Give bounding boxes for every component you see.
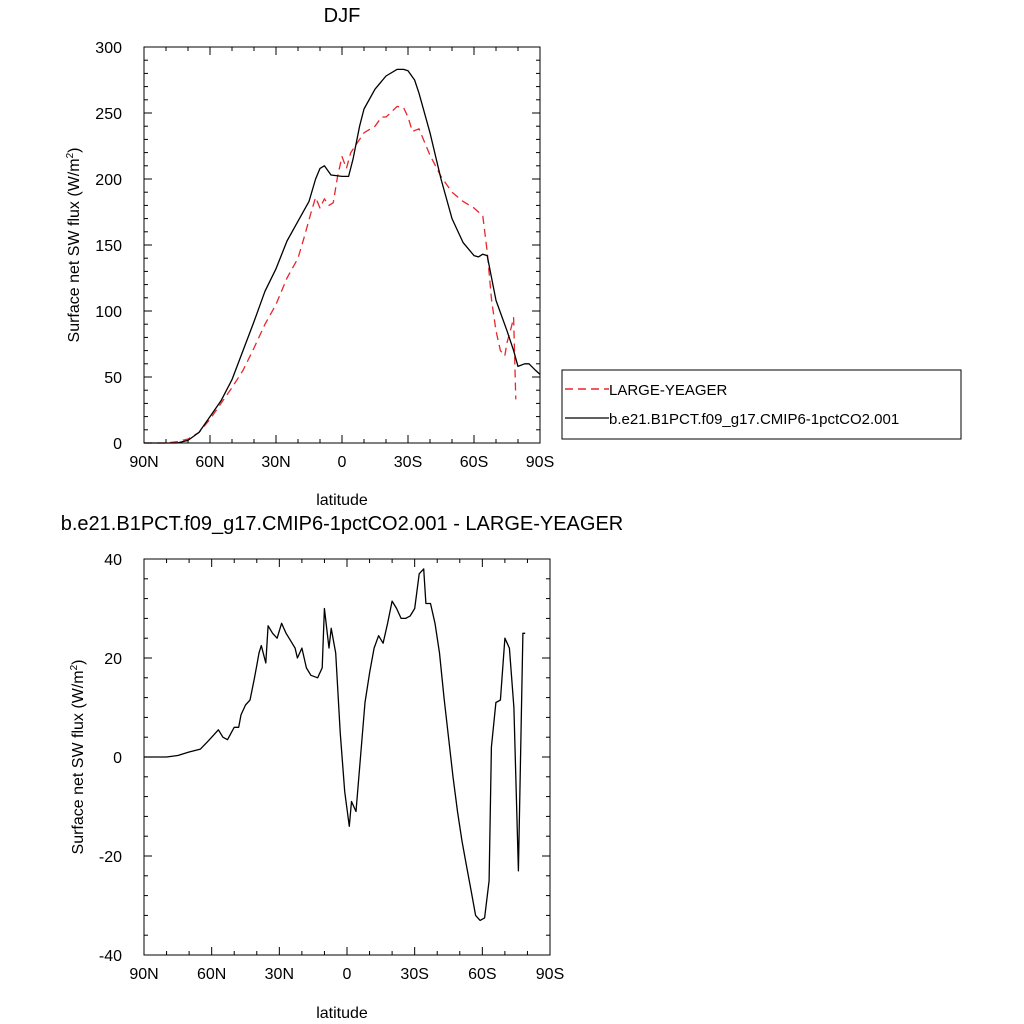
legend-box xyxy=(561,369,962,440)
bottom-y-tick-label: 20 xyxy=(104,651,122,668)
bottom-plot-area: 90N 60N 30N 0 30S 60S 90S -40 -20 0 20 40 xyxy=(99,552,564,983)
top-y-tick-label: 0 xyxy=(113,436,122,453)
top-plot-area: 90N 60N 30N 0 30S 60S 90S 0 50 100 150 200 250 300 xyxy=(95,40,554,471)
bottom-x-tick-label: 90N xyxy=(129,966,158,983)
bottom-x-tick-label: 90S xyxy=(536,966,564,983)
top-y-tick-label: 50 xyxy=(104,370,122,387)
top-y-tick-label: 200 xyxy=(95,172,122,189)
legend-entry-b-e21: b.e21.B1PCT.f09_g17.CMIP6-1pctCO2.001 xyxy=(609,411,899,428)
bottom-chart-title: b.e21.B1PCT.f09_g17.CMIP6-1pctCO2.001 - … xyxy=(61,513,624,535)
bottom-plot-frame xyxy=(143,558,551,956)
bottom-y-tick-label: 0 xyxy=(113,750,122,767)
top-chart-title: DJF xyxy=(324,5,361,27)
top-x-tick-label: 90S xyxy=(526,454,554,471)
bottom-y-axis-label: Surface net SW flux (W/m2) xyxy=(69,660,87,855)
top-x-tick-label: 60N xyxy=(195,454,224,471)
top-x-tick-label: 30N xyxy=(261,454,290,471)
top-plot-frame xyxy=(143,46,541,444)
bottom-x-tick-label: 0 xyxy=(343,966,352,983)
bottom-x-tick-label: 60N xyxy=(197,966,226,983)
top-x-tick-label: 60S xyxy=(460,454,488,471)
bottom-y-tick-label: -40 xyxy=(99,948,122,965)
bottom-y-tick-label: -20 xyxy=(99,849,122,866)
legend-entry-large-yeager: LARGE-YEAGER xyxy=(609,382,728,399)
top-series-line-1 xyxy=(144,105,517,444)
bottom-x-tick-label: 30S xyxy=(400,966,428,983)
top-y-axis-label: Surface net SW flux (W/m2) xyxy=(65,148,83,343)
bottom-x-tick-label: 30N xyxy=(265,966,294,983)
bottom-x-axis-label: latitude xyxy=(316,1005,368,1022)
top-panel: DJF 90N 60N 30N 0 30S 60S 90S 0 50 100 150 200 250 30… xyxy=(65,5,962,509)
top-x-tick-label: 30S xyxy=(394,454,422,471)
legend: LARGE-YEAGER b.e21.B1PCT.f09_g17.CMIP6-1… xyxy=(561,369,962,440)
top-series-line-2 xyxy=(144,68,541,444)
top-y-tick-label: 300 xyxy=(95,40,122,57)
top-y-tick-label: 100 xyxy=(95,304,122,321)
bottom-series-line-1 xyxy=(144,568,526,922)
bottom-panel: b.e21.B1PCT.f09_g17.CMIP6-1pctCO2.001 - … xyxy=(61,513,624,1022)
top-x-axis-label: latitude xyxy=(316,492,368,509)
top-x-tick-label: 0 xyxy=(338,454,347,471)
bottom-x-tick-label: 60S xyxy=(468,966,496,983)
top-y-tick-label: 150 xyxy=(95,238,122,255)
top-y-tick-label: 250 xyxy=(95,106,122,123)
bottom-y-tick-label: 40 xyxy=(104,552,122,569)
top-x-tick-label: 90N xyxy=(129,454,158,471)
